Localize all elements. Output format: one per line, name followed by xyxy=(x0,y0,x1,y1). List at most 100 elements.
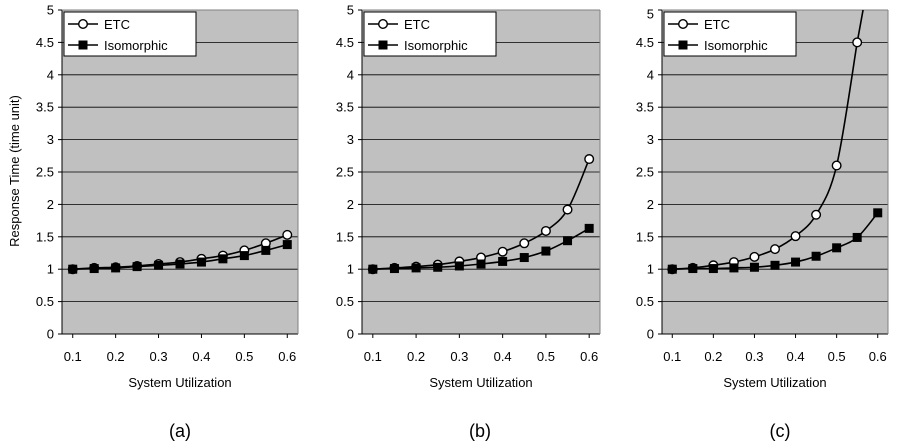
y-tick-label: 4 xyxy=(347,67,354,82)
data-point-isomorphic xyxy=(476,259,486,269)
panel-b: 0 0.5 1 1.5 2 2.5 3 3.5 4 4.5 5 0.1 0.2 0.3 0.4 0.5 0.6 S… xyxy=(336,3,601,441)
data-point-isomorphic xyxy=(218,254,228,264)
data-point-isomorphic xyxy=(791,257,801,267)
panel-caption: (b) xyxy=(469,421,491,441)
data-point-isomorphic xyxy=(729,263,739,273)
data-point-etc xyxy=(749,251,760,262)
data-point-isomorphic xyxy=(132,262,142,272)
x-axis-label: System Utilization xyxy=(723,375,826,390)
legend-label: ETC xyxy=(704,17,730,32)
y-tick-label: 0 xyxy=(647,327,654,342)
series-isomorphic xyxy=(68,240,292,274)
y-tick-label: 0.5 xyxy=(36,294,54,309)
data-point-isomorphic xyxy=(389,264,399,274)
y-tick-label: 5 xyxy=(47,3,54,18)
x-tick-label: 0.3 xyxy=(745,349,763,364)
y-tick-label: 3 xyxy=(647,132,654,147)
x-tick-label: 0.5 xyxy=(537,349,555,364)
y-tick-label: 1 xyxy=(47,262,54,277)
legend-marker-isomorphic xyxy=(378,40,388,50)
panel-caption: (c) xyxy=(770,421,791,441)
x-axis-label: System Utilization xyxy=(429,375,532,390)
y-tick-label: 2 xyxy=(47,197,54,212)
y-tick-label: 2 xyxy=(347,197,354,212)
data-point-isomorphic xyxy=(770,260,780,270)
data-point-isomorphic xyxy=(89,264,99,274)
panel-a: 0 0.5 1 1.5 2 2.5 3 3.5 4 4.5 5 0.1 0.2 0.3 0.4 0.5 0.6 S… xyxy=(36,3,299,441)
series-isomorphic xyxy=(667,208,883,274)
y-axis-label: Response Time (time unit) xyxy=(7,95,22,247)
x-tick-label: 0.2 xyxy=(107,349,125,364)
data-point-isomorphic xyxy=(175,259,185,269)
x-tick-label: 0.4 xyxy=(787,349,805,364)
data-point-isomorphic xyxy=(852,232,862,242)
x-tick-label: 0.1 xyxy=(64,349,82,364)
y-tick-label: 4 xyxy=(47,67,54,82)
data-point-isomorphic xyxy=(498,256,508,266)
data-point-isomorphic xyxy=(688,264,698,274)
data-point-isomorphic xyxy=(368,264,378,274)
data-point-etc xyxy=(852,37,863,48)
data-point-isomorphic xyxy=(154,260,164,270)
data-point-etc xyxy=(584,154,595,165)
data-point-isomorphic xyxy=(196,257,206,267)
legend-label: Isomorphic xyxy=(704,38,768,53)
data-point-etc xyxy=(282,229,293,240)
x-tick-label: 0.6 xyxy=(278,349,296,364)
data-point-etc xyxy=(811,209,822,220)
x-axis-label: System Utilization xyxy=(128,375,231,390)
data-point-isomorphic xyxy=(411,263,421,273)
legend-marker-isomorphic xyxy=(78,40,88,50)
panel-caption: (a) xyxy=(169,421,191,441)
legend-label: Isomorphic xyxy=(104,38,168,53)
data-point-isomorphic xyxy=(239,251,249,261)
data-point-isomorphic xyxy=(454,261,464,271)
y-tick-label: 4.5 xyxy=(336,35,354,50)
legend-marker-etc xyxy=(378,19,389,30)
data-point-isomorphic xyxy=(832,243,842,253)
y-tick-label: 0 xyxy=(347,327,354,342)
y-tick-label: 3 xyxy=(47,132,54,147)
x-tick-label: 0.1 xyxy=(364,349,382,364)
x-tick-label: 0.5 xyxy=(235,349,253,364)
legend: ETC Isomorphic xyxy=(363,11,497,57)
data-point-isomorphic xyxy=(282,240,292,250)
data-point-isomorphic xyxy=(811,251,821,261)
y-tick-label: 3.5 xyxy=(636,100,654,115)
data-point-isomorphic xyxy=(261,245,271,255)
y-tick-label: 1 xyxy=(647,262,654,277)
data-point-isomorphic xyxy=(68,264,78,274)
x-tick-label: 0.1 xyxy=(663,349,681,364)
y-tick-label: 3.5 xyxy=(36,100,54,115)
legend-marker-isomorphic xyxy=(678,40,688,50)
data-point-isomorphic xyxy=(563,236,573,246)
data-point-isomorphic xyxy=(111,263,121,273)
x-tick-label: 0.3 xyxy=(450,349,468,364)
data-point-isomorphic xyxy=(749,262,759,272)
y-tick-label: 1 xyxy=(347,262,354,277)
y-tick-label: 0.5 xyxy=(636,294,654,309)
x-tick-label: 0.5 xyxy=(828,349,846,364)
x-tick-label: 0.6 xyxy=(580,349,598,364)
legend: ETC Isomorphic xyxy=(63,11,197,57)
y-tick-label: 1.5 xyxy=(336,229,354,244)
data-point-etc xyxy=(519,238,530,249)
legend: ETC Isomorphic xyxy=(663,11,797,57)
x-tick-label: 0.6 xyxy=(869,349,887,364)
y-tick-label: 4.5 xyxy=(636,35,654,50)
data-point-isomorphic xyxy=(433,262,443,272)
panel-c: 0 0.5 1 1.5 2 2.5 3 3.5 4 4.5 5 0.1 0.2 0.3 0.4 0.5 0.6 S… xyxy=(636,7,889,441)
legend-label: Isomorphic xyxy=(404,38,468,53)
data-point-etc xyxy=(831,160,842,171)
x-tick-label: 0.2 xyxy=(407,349,425,364)
y-tick-label: 0 xyxy=(47,327,54,342)
series-isomorphic xyxy=(368,223,594,274)
legend-marker-etc xyxy=(77,19,88,30)
y-tick-label: 3 xyxy=(347,132,354,147)
x-tick-label: 0.4 xyxy=(192,349,210,364)
legend-label: ETC xyxy=(404,17,430,32)
y-tick-label: 2 xyxy=(647,197,654,212)
legend-marker-etc xyxy=(678,19,689,30)
y-tick-label: 2.5 xyxy=(36,165,54,180)
x-tick-label: 0.4 xyxy=(494,349,512,364)
